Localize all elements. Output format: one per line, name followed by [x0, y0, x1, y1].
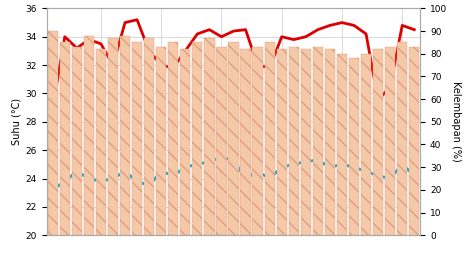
- Bar: [397, 43, 407, 235]
- Bar: [120, 36, 130, 235]
- Bar: [264, 43, 275, 235]
- Bar: [48, 31, 58, 235]
- Bar: [216, 47, 226, 235]
- Bar: [192, 43, 203, 235]
- Bar: [96, 49, 106, 235]
- Bar: [168, 43, 178, 235]
- Bar: [132, 43, 142, 235]
- Bar: [385, 47, 395, 235]
- Bar: [228, 43, 239, 235]
- Bar: [373, 49, 383, 235]
- Bar: [337, 54, 347, 235]
- Bar: [349, 58, 359, 235]
- Bar: [301, 49, 311, 235]
- Bar: [361, 54, 371, 235]
- Bar: [72, 47, 82, 235]
- Bar: [180, 49, 191, 235]
- Bar: [241, 49, 251, 235]
- Bar: [144, 38, 154, 235]
- Bar: [108, 38, 118, 235]
- Bar: [204, 38, 214, 235]
- Bar: [289, 47, 299, 235]
- Bar: [60, 43, 70, 235]
- Bar: [276, 49, 287, 235]
- Bar: [253, 47, 263, 235]
- Bar: [313, 47, 323, 235]
- Y-axis label: Suhu (°C): Suhu (°C): [11, 98, 21, 145]
- Bar: [409, 47, 419, 235]
- Y-axis label: Kelembapan (%): Kelembapan (%): [452, 81, 461, 162]
- Bar: [84, 36, 94, 235]
- Bar: [325, 49, 335, 235]
- Bar: [156, 47, 166, 235]
